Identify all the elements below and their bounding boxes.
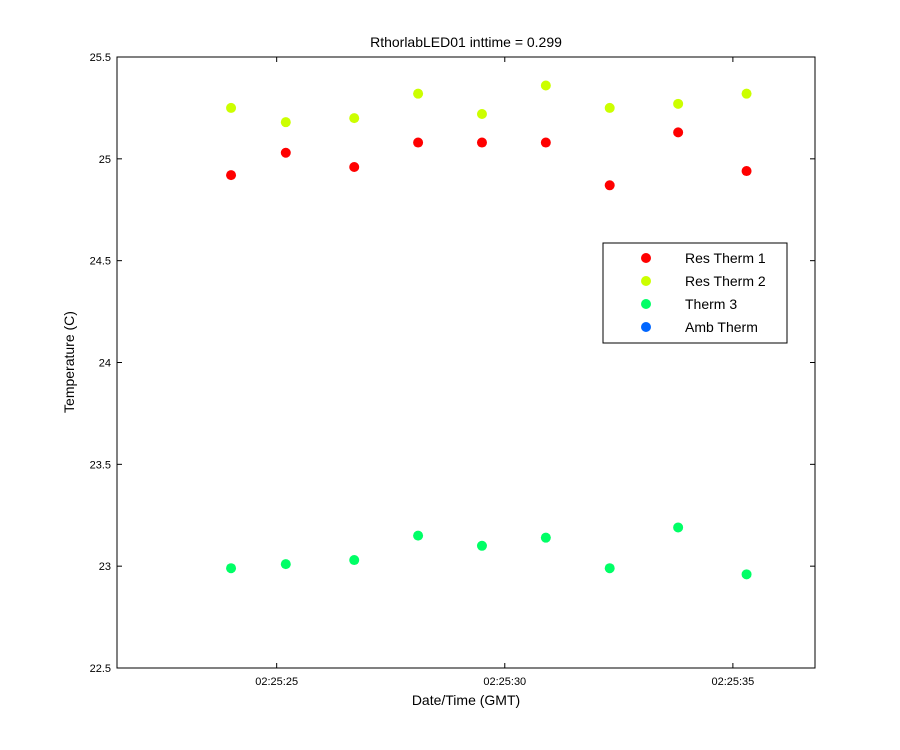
x-tick-label: 02:25:25 — [255, 676, 298, 688]
legend-box — [602, 242, 788, 344]
data-point — [673, 522, 684, 533]
data-point — [604, 180, 615, 191]
y-tick-label: 25 — [99, 154, 111, 166]
data-point — [604, 563, 615, 574]
x-axis: 02:25:25 02:25:30 02:25:35 — [255, 57, 754, 688]
legend-marker — [641, 322, 651, 332]
legend-label: Amb Therm — [685, 319, 758, 335]
data-point — [226, 102, 237, 113]
data-point — [413, 530, 424, 541]
data-point — [280, 117, 291, 128]
data-point — [349, 555, 360, 566]
y-tick-label: 24 — [99, 358, 111, 370]
data-point — [413, 137, 424, 148]
data-point — [226, 563, 237, 574]
legend-marker — [641, 253, 651, 263]
y-tick-label: 23.5 — [90, 459, 111, 471]
data-point — [540, 80, 551, 91]
legend: Res Therm 1 Res Therm 2 Therm 3 Amb Therm — [602, 242, 788, 344]
data-point — [741, 166, 752, 177]
data-point — [741, 88, 752, 99]
legend-label: Res Therm 2 — [685, 273, 766, 289]
data-point — [226, 170, 237, 181]
data-point — [413, 88, 424, 99]
plot-area — [116, 56, 816, 669]
y-tick-label: 24.5 — [90, 256, 111, 268]
y-tick-label: 23 — [99, 561, 111, 573]
data-point — [540, 532, 551, 543]
data-point — [741, 569, 752, 580]
legend-label: Therm 3 — [685, 296, 737, 312]
x-tick-label: 02:25:30 — [483, 676, 526, 688]
data-point — [604, 102, 615, 113]
y-tick-label: 22.5 — [90, 663, 111, 675]
data-points — [226, 80, 752, 580]
x-axis-label: Date/Time (GMT) — [412, 692, 520, 708]
axes-frame — [116, 56, 816, 669]
x-tick-label: 02:25:35 — [711, 676, 754, 688]
y-axis-label: Temperature (C) — [61, 311, 77, 413]
data-point — [349, 113, 360, 124]
data-point — [476, 109, 487, 120]
data-point — [476, 137, 487, 148]
data-point — [476, 540, 487, 551]
data-point — [540, 137, 551, 148]
data-point — [349, 161, 360, 172]
legend-marker — [641, 299, 651, 309]
data-point — [673, 127, 684, 138]
legend-marker — [641, 276, 651, 286]
chart-title: RthorlabLED01 inttime = 0.299 — [370, 34, 562, 50]
y-tick-label: 25.5 — [90, 52, 111, 64]
legend-label: Res Therm 1 — [685, 250, 766, 266]
data-point — [280, 559, 291, 570]
data-point — [280, 147, 291, 158]
y-axis: 22.5 23 23.5 24 24.5 25 25.5 — [90, 52, 815, 675]
data-point — [673, 98, 684, 109]
